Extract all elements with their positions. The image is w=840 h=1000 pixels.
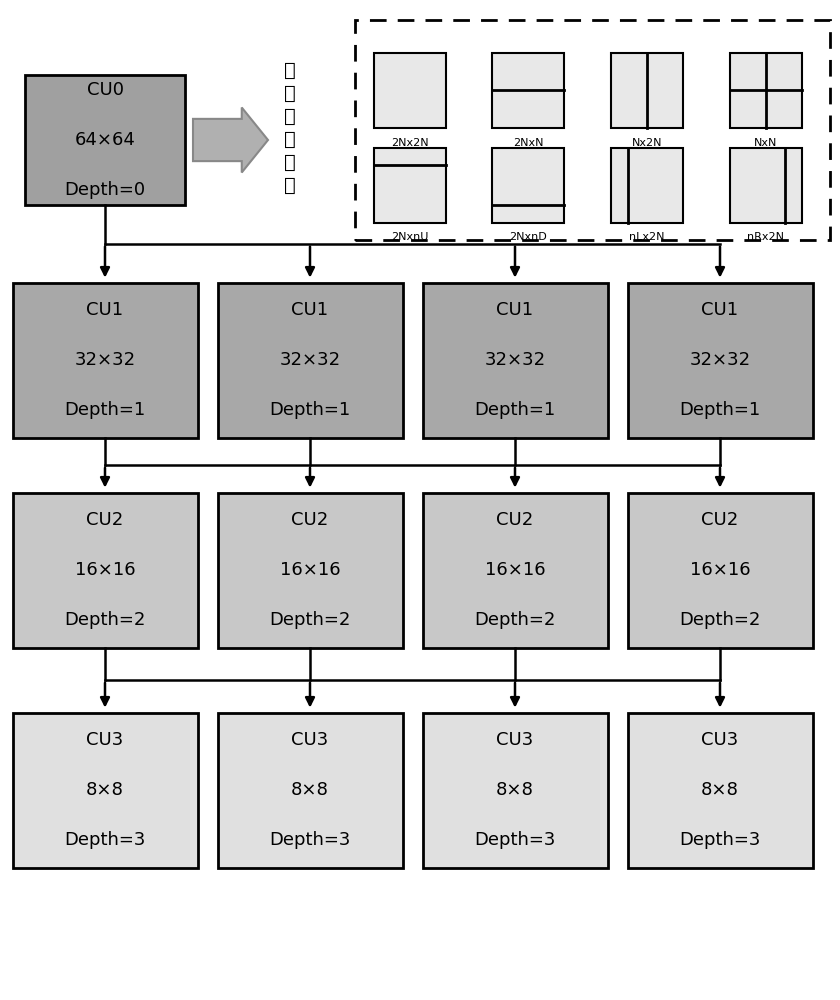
Bar (13, 492, 197, 648)
Bar (423, 492, 607, 648)
Bar (730, 147, 802, 223)
Bar (423, 282, 607, 438)
Bar (25, 75, 185, 205)
Text: CU3

8×8

Depth=3: CU3 8×8 Depth=3 (680, 731, 761, 849)
Bar (374, 53, 446, 128)
Text: CU0

64×64

Depth=0: CU0 64×64 Depth=0 (65, 81, 145, 199)
Text: CU3

8×8

Depth=3: CU3 8×8 Depth=3 (475, 731, 556, 849)
Text: Nx2N: Nx2N (632, 138, 663, 148)
Bar (13, 712, 197, 867)
Bar (355, 20, 830, 240)
Bar (730, 53, 802, 128)
Text: CU3

8×8

Depth=3: CU3 8×8 Depth=3 (65, 731, 145, 849)
Bar (627, 282, 812, 438)
Text: 测: 测 (284, 129, 296, 148)
Text: NxN: NxN (754, 138, 778, 148)
Text: 式: 式 (284, 176, 296, 194)
Text: 2NxnU: 2NxnU (391, 232, 428, 242)
Text: CU1

32×32

Depth=1: CU1 32×32 Depth=1 (65, 301, 145, 419)
Bar (218, 282, 402, 438)
Polygon shape (193, 107, 268, 172)
Text: CU1

32×32

Depth=1: CU1 32×32 Depth=1 (475, 301, 555, 419)
Text: 间: 间 (284, 84, 296, 103)
Bar (13, 282, 197, 438)
Text: 模: 模 (284, 152, 296, 172)
Bar (218, 712, 402, 867)
Text: CU2

16×16

Depth=2: CU2 16×16 Depth=2 (270, 511, 350, 629)
Bar (627, 492, 812, 648)
Bar (218, 492, 402, 648)
Text: 2Nx2N: 2Nx2N (391, 138, 428, 148)
Text: CU1

32×32

Depth=1: CU1 32×32 Depth=1 (270, 301, 350, 419)
Text: 帧: 帧 (284, 60, 296, 80)
Text: nRx2N: nRx2N (748, 232, 785, 242)
Text: 预: 预 (284, 106, 296, 125)
Bar (374, 147, 446, 223)
Bar (627, 712, 812, 867)
Text: nLx2N: nLx2N (629, 232, 665, 242)
Text: CU2

16×16

Depth=2: CU2 16×16 Depth=2 (680, 511, 761, 629)
Bar (492, 147, 564, 223)
Bar (423, 712, 607, 867)
Bar (612, 53, 683, 128)
Text: CU2

16×16

Depth=2: CU2 16×16 Depth=2 (475, 511, 556, 629)
Text: 2NxN: 2NxN (513, 138, 543, 148)
Text: 2NxnD: 2NxnD (510, 232, 547, 242)
Text: CU3

8×8

Depth=3: CU3 8×8 Depth=3 (270, 731, 350, 849)
Text: CU2

16×16

Depth=2: CU2 16×16 Depth=2 (65, 511, 145, 629)
Text: CU1

32×32

Depth=1: CU1 32×32 Depth=1 (680, 301, 761, 419)
Bar (612, 147, 683, 223)
Bar (492, 53, 564, 128)
